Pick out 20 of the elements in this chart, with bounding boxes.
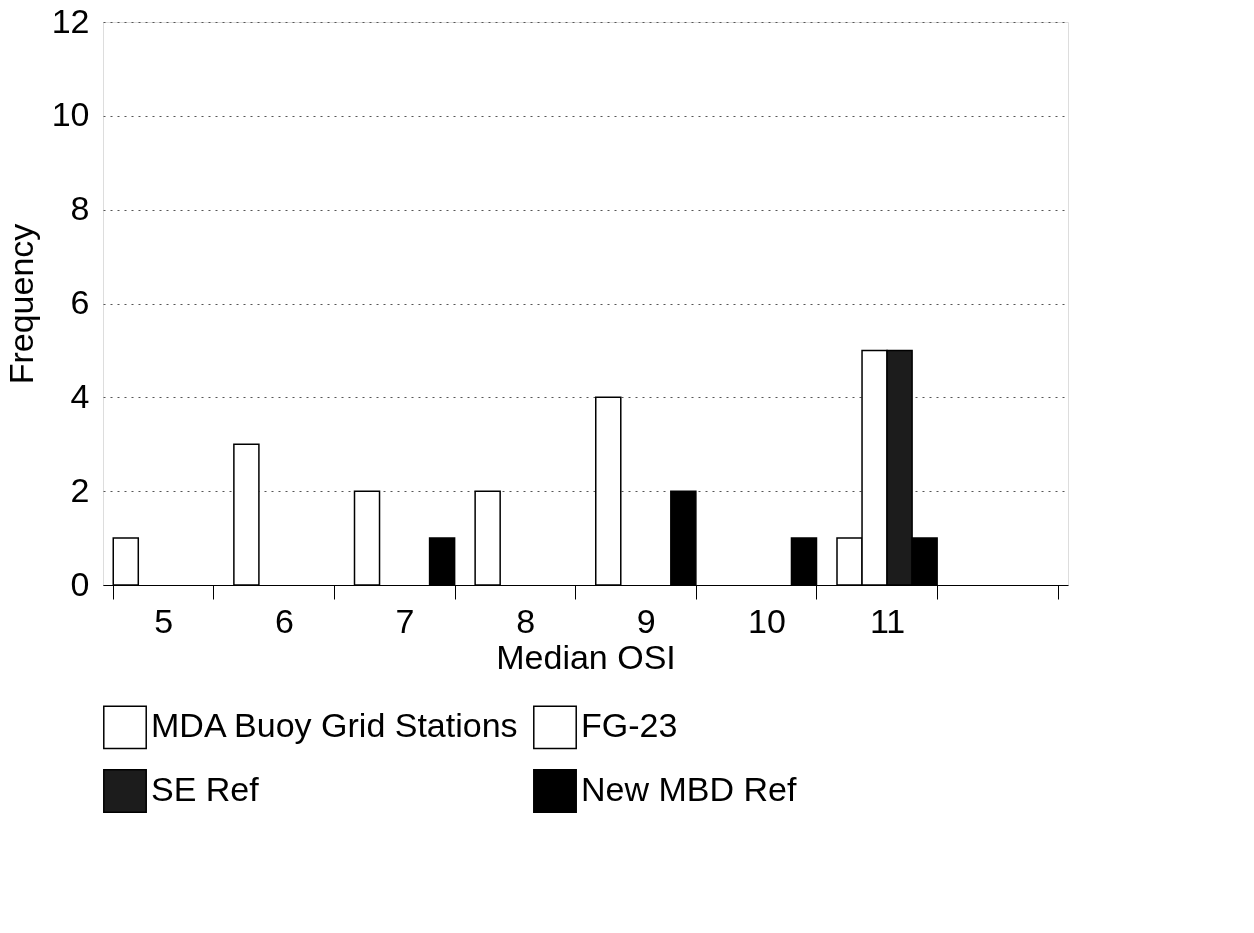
y-tick-label: 2 <box>70 470 90 509</box>
y-tick-label: 8 <box>70 189 90 228</box>
x-tick-label: 7 <box>395 601 415 640</box>
x-tick-label: 5 <box>154 601 174 640</box>
legend-label: New MBD Ref <box>581 770 797 808</box>
y-tick-label: 6 <box>70 283 90 321</box>
x-tick-label: 10 <box>748 601 786 640</box>
y-tick-label: 10 <box>51 95 90 134</box>
legend-label: FG-23 <box>581 706 678 745</box>
y-tick-label: 4 <box>70 376 90 415</box>
x-tick-label: 11 <box>869 601 906 640</box>
y-tick-label: 12 <box>51 1 90 40</box>
legend-label: SE Ref <box>151 770 260 808</box>
x-tick-label: 9 <box>636 601 656 640</box>
x-tick-label: 8 <box>516 601 536 640</box>
x-tick-label: 6 <box>274 601 294 640</box>
x-axis-title: Median OSI <box>496 637 676 676</box>
y-tick-label: 0 <box>70 564 90 603</box>
legend-label: MDA Buoy Grid Stations <box>151 706 518 745</box>
y-axis-title: Frequency <box>1 223 40 385</box>
